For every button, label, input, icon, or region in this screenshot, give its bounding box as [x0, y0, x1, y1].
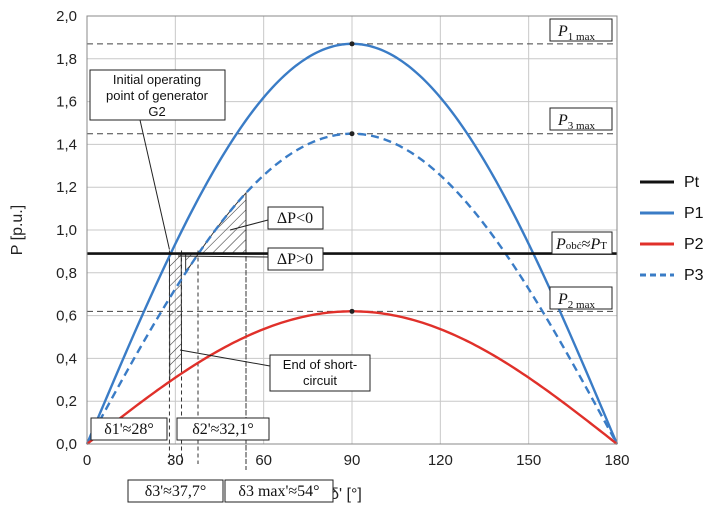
x-tick-label: 60	[255, 452, 272, 469]
y-tick-label: 1,2	[56, 179, 77, 196]
delta1-label: δ1'≈28°	[104, 421, 154, 438]
p3-max-box	[549, 107, 613, 131]
legend: Pt P1 P2 P3	[640, 174, 704, 284]
dp-neg-box	[267, 206, 324, 230]
pt-label: Pobć≈PT	[555, 236, 607, 253]
end-sc-box	[269, 354, 371, 392]
dp-neg-pointer	[229, 219, 269, 231]
area-regions	[168, 191, 247, 383]
delta3-label: δ3'≈37,7°	[145, 483, 207, 500]
peak-marker	[349, 308, 355, 314]
p2-max-label: P2 max	[557, 291, 595, 311]
peak-marker	[349, 131, 355, 137]
y-tick-label: 1,4	[56, 136, 77, 153]
y-tick-label: 1,6	[56, 94, 77, 111]
delta2-box	[176, 417, 270, 441]
delta3-max-label: δ3 max'≈54°	[238, 483, 319, 500]
x-tick-label: 30	[167, 452, 184, 469]
delta3-box	[127, 479, 224, 503]
axes: 0,0 0,2 0,4 0,6 0,8 1,0 1,2 1,4 1,6 1,8 2,0 0 30 60 90…	[9, 8, 630, 503]
x-tick-label: 90	[344, 452, 361, 469]
initial-point-box	[89, 69, 226, 121]
delta2-label: δ2'≈32,1°	[192, 421, 254, 438]
curves	[85, 41, 619, 445]
y-tick-label: 1,8	[56, 51, 77, 68]
y-tick-label: 0,0	[56, 436, 77, 453]
end-sc-text: End of short-	[283, 357, 357, 372]
legend-label-p3: P3	[684, 267, 704, 284]
peak-marker	[349, 41, 355, 47]
x-tick-label: 120	[428, 452, 453, 469]
dp-neg-label: ΔP<0	[277, 210, 313, 227]
plot-frame	[86, 15, 618, 445]
p1-max-box	[549, 18, 613, 42]
y-tick-label: 0,6	[56, 308, 77, 325]
dp-pos-pointer	[177, 255, 269, 258]
initial-point-text: G2	[148, 104, 165, 119]
p1-max-label: P1 max	[557, 23, 595, 43]
y-tick-label: 0,4	[56, 350, 77, 367]
x-axis-title: δ' [°]	[330, 486, 362, 503]
delta3-max-box	[224, 479, 334, 503]
y-tick-label: 0,2	[56, 393, 77, 410]
p2-max-box	[549, 286, 613, 310]
y-tick-label: 1,0	[56, 222, 77, 239]
end-sc-text: circuit	[303, 373, 337, 388]
x-tick-label: 0	[83, 452, 91, 469]
x-tick-label: 150	[516, 452, 541, 469]
y-axis-title: P [p.u.]	[9, 205, 26, 255]
y-tick-label: 0,8	[56, 265, 77, 282]
initial-point-text: Initial operating	[113, 72, 201, 87]
y-tick-label: 2,0	[56, 8, 77, 25]
initial-point-text: point of generator	[106, 88, 209, 103]
legend-label-p1: P1	[684, 205, 704, 222]
area-dp-positive	[168, 253, 183, 383]
legend-label-p2: P2	[684, 236, 704, 253]
pt-label-box	[551, 231, 613, 255]
initial-point-pointer	[139, 119, 170, 250]
dp-pos-box	[267, 247, 324, 271]
legend-label-pt: Pt	[684, 174, 700, 191]
dp-pos-label: ΔP>0	[277, 251, 313, 268]
delta1-box	[90, 417, 168, 441]
p3-max-label: P3 max	[557, 112, 595, 132]
annotations: P1 max P3 max P2 max Pobć≈PT Initial operati…	[89, 18, 613, 503]
x-tick-label: 180	[604, 452, 629, 469]
end-sc-pointer	[179, 349, 271, 367]
